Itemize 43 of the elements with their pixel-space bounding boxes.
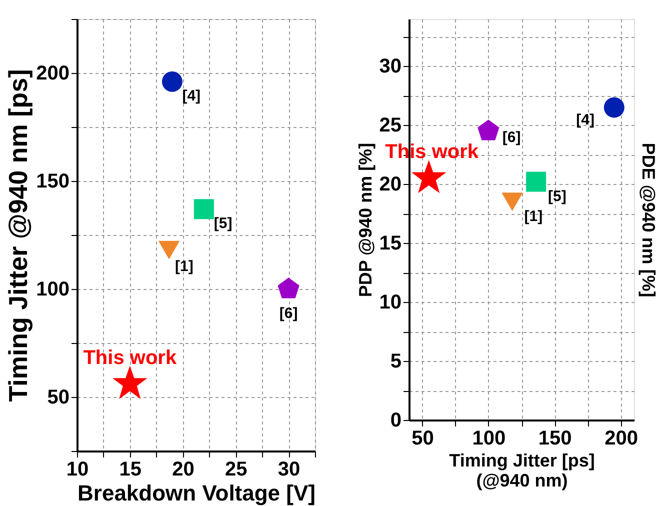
y-tick-label: 0 [390, 410, 402, 432]
x-axis-title: Breakdown Voltage [V] [78, 480, 316, 506]
x-tick-label: 30 [278, 458, 300, 480]
y-tick-label: 25 [379, 114, 402, 137]
y-tick-label: 5 [390, 350, 402, 373]
series-label: [5] [548, 188, 566, 205]
point [278, 278, 300, 298]
x-tick-label: 50 [412, 428, 434, 450]
y-axis-title: Timing Jitter @940 nm [ps] [3, 69, 34, 402]
series-label: [4] [576, 111, 594, 128]
y2-axis-title: PDE @940 nm [%] [638, 142, 658, 298]
x-tick-label: 20 [172, 458, 194, 480]
series-label: This work [83, 347, 178, 370]
point [112, 366, 148, 399]
point [158, 240, 180, 260]
y-tick-label: 10 [379, 292, 402, 314]
series-label: [1] [524, 208, 543, 225]
series-label: [6] [502, 129, 521, 146]
point [526, 172, 546, 192]
y-tick-label: 30 [379, 56, 402, 78]
x-tick-label: 10 [66, 458, 89, 480]
point [194, 199, 214, 220]
y-tick-label: 20 [379, 174, 402, 196]
x-tick-label: 25 [225, 458, 248, 480]
point [162, 71, 182, 92]
y-tick-label: 100 [36, 278, 70, 300]
x-tick-label: 15 [119, 458, 142, 480]
x-tick-label: 100 [472, 428, 506, 450]
point [502, 192, 523, 211]
point [604, 97, 624, 118]
series-label: [4] [182, 88, 201, 105]
y-tick-label: 50 [47, 386, 70, 408]
x-tick-label: 150 [538, 428, 572, 450]
y-axis-title: PDP @940 nm [%] [355, 142, 376, 298]
series-label: [6] [279, 305, 298, 322]
y-tick-label: 150 [36, 170, 70, 192]
point [478, 120, 500, 140]
y-tick-label: 15 [379, 232, 402, 255]
y-tick-label: 200 [36, 62, 70, 84]
series-label: [1] [175, 258, 194, 276]
x-tick-label: 200 [604, 428, 638, 450]
x-axis-title: Timing Jitter [ps] (@940 nm) [449, 450, 595, 490]
series-label: [5] [214, 215, 232, 232]
